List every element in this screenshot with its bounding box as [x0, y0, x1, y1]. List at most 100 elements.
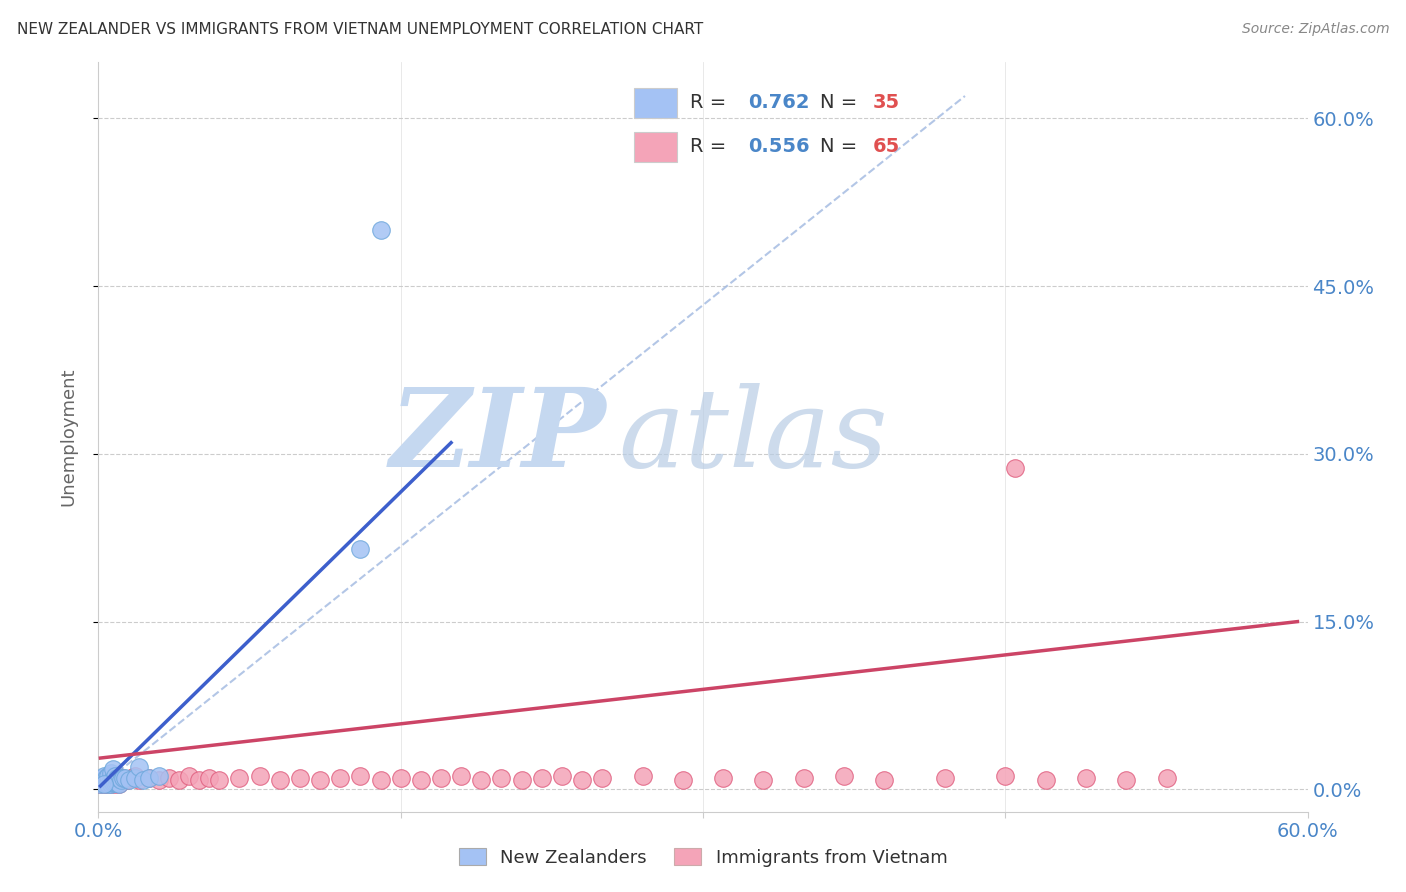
- Point: [111, 771, 134, 785]
- Point: [994, 769, 1017, 783]
- Point: [100, 773, 122, 788]
- Point: [157, 771, 180, 785]
- Point: [100, 777, 122, 791]
- Point: [1035, 773, 1057, 788]
- Point: [329, 771, 352, 785]
- Point: [91, 771, 114, 785]
- Point: [198, 771, 221, 785]
- Point: [96, 777, 118, 791]
- Point: [370, 773, 392, 788]
- Point: [93, 777, 115, 791]
- Point: [107, 771, 129, 785]
- Point: [752, 773, 775, 788]
- Text: ZIP: ZIP: [389, 384, 606, 491]
- Point: [93, 775, 115, 789]
- Point: [873, 773, 896, 788]
- Point: [89, 777, 111, 791]
- Point: [103, 775, 125, 789]
- Point: [118, 773, 141, 788]
- Point: [105, 769, 128, 783]
- Point: [470, 773, 492, 788]
- Point: [132, 773, 155, 788]
- Point: [93, 769, 115, 783]
- Point: [101, 762, 124, 776]
- Point: [107, 771, 129, 785]
- Point: [530, 771, 553, 785]
- Point: [1074, 771, 1097, 785]
- Point: [631, 769, 654, 783]
- Point: [249, 769, 271, 783]
- Point: [100, 771, 122, 785]
- Point: [124, 771, 146, 785]
- Point: [89, 777, 111, 791]
- Point: [510, 773, 533, 788]
- Point: [349, 769, 371, 783]
- Point: [114, 771, 136, 785]
- Point: [110, 773, 132, 788]
- Point: [91, 774, 114, 789]
- Point: [103, 769, 125, 783]
- Point: [188, 773, 211, 788]
- Point: [103, 771, 125, 785]
- Point: [138, 771, 160, 785]
- Point: [96, 771, 118, 785]
- Point: [115, 773, 138, 788]
- Point: [450, 769, 472, 783]
- Legend: New Zealanders, Immigrants from Vietnam: New Zealanders, Immigrants from Vietnam: [451, 841, 955, 874]
- Point: [1115, 773, 1137, 788]
- Point: [111, 771, 134, 785]
- Point: [138, 771, 160, 785]
- Text: NEW ZEALANDER VS IMMIGRANTS FROM VIETNAM UNEMPLOYMENT CORRELATION CHART: NEW ZEALANDER VS IMMIGRANTS FROM VIETNAM…: [17, 22, 703, 37]
- Point: [100, 777, 122, 791]
- Point: [228, 771, 250, 785]
- Point: [93, 771, 115, 785]
- Text: atlas: atlas: [619, 384, 889, 491]
- Point: [179, 769, 201, 783]
- Point: [349, 541, 371, 556]
- Point: [128, 773, 150, 788]
- Point: [120, 771, 142, 785]
- Point: [832, 769, 855, 783]
- Point: [208, 773, 231, 788]
- Point: [105, 771, 128, 785]
- Point: [571, 773, 593, 788]
- Point: [124, 769, 146, 783]
- Point: [97, 777, 120, 791]
- Point: [148, 773, 170, 788]
- Point: [591, 771, 613, 785]
- Point: [97, 775, 120, 789]
- Point: [269, 773, 291, 788]
- Point: [934, 771, 956, 785]
- Point: [711, 771, 734, 785]
- Point: [93, 773, 115, 788]
- Point: [101, 775, 124, 789]
- Point: [96, 775, 118, 789]
- Point: [148, 769, 170, 783]
- Point: [288, 771, 311, 785]
- Point: [101, 775, 124, 789]
- Point: [101, 771, 124, 785]
- Point: [101, 769, 124, 783]
- Point: [793, 771, 815, 785]
- Point: [1004, 461, 1026, 475]
- Point: [167, 773, 190, 788]
- Point: [105, 775, 128, 789]
- Point: [389, 771, 412, 785]
- Point: [110, 773, 132, 788]
- Point: [105, 775, 128, 789]
- Point: [97, 772, 120, 787]
- Point: [551, 769, 574, 783]
- Point: [672, 773, 695, 788]
- Point: [491, 771, 513, 785]
- Point: [309, 773, 332, 788]
- Point: [107, 777, 129, 791]
- Y-axis label: Unemployment: Unemployment: [59, 368, 77, 507]
- Point: [97, 769, 120, 783]
- Point: [409, 773, 432, 788]
- Point: [93, 775, 115, 789]
- Point: [91, 773, 114, 788]
- Point: [107, 777, 129, 791]
- Point: [93, 777, 115, 791]
- Point: [1156, 771, 1178, 785]
- Point: [100, 765, 122, 780]
